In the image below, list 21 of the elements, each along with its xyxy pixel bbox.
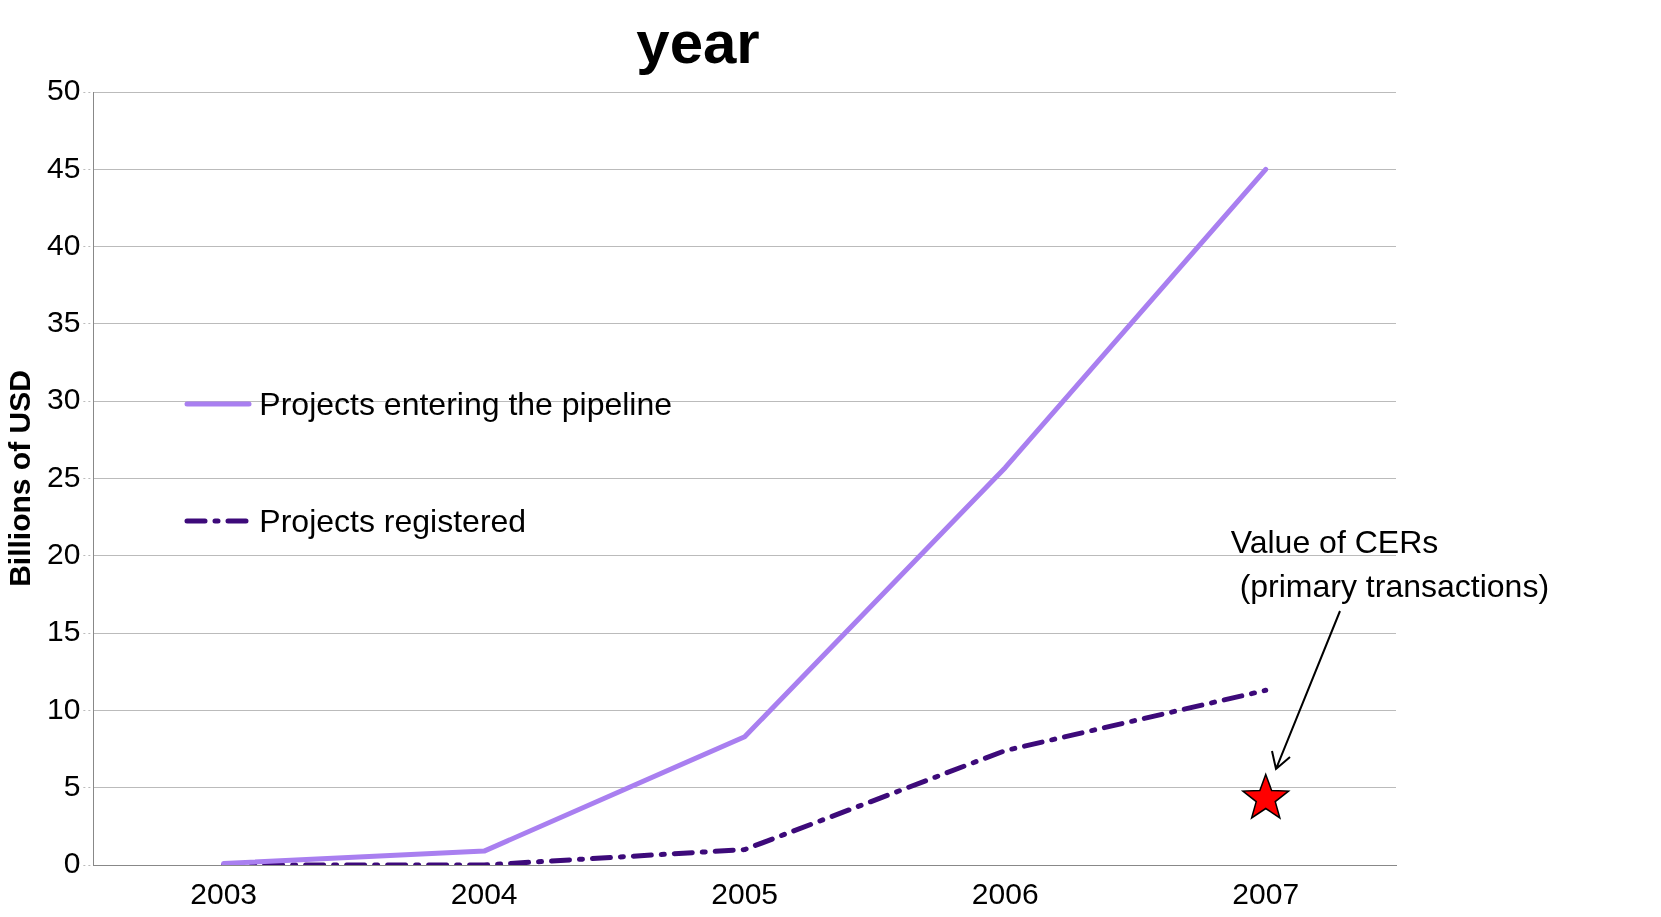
y-tick-label: 50 bbox=[46, 73, 81, 107]
y-tick-label: 30 bbox=[46, 382, 81, 416]
y-tick-label: 10 bbox=[46, 691, 81, 725]
y-tick-label: 45 bbox=[46, 150, 81, 184]
y-axis-title: Billions of USD bbox=[3, 370, 37, 587]
y-tick-label: 35 bbox=[46, 305, 81, 339]
y-tick-label: 15 bbox=[46, 614, 81, 648]
annotation: Value of CERs (primary transactions) bbox=[1230, 524, 1550, 605]
y-tick-label: 0 bbox=[63, 846, 81, 880]
legend-label: Projects registered bbox=[259, 502, 527, 540]
x-tick-label: 2004 bbox=[450, 877, 518, 911]
chart-title: year bbox=[636, 8, 760, 76]
y-tick-label: 20 bbox=[46, 537, 81, 571]
x-tick-label: 2006 bbox=[971, 877, 1039, 911]
x-tick-label: 2005 bbox=[711, 877, 779, 911]
x-tick-label: 2003 bbox=[190, 877, 258, 911]
y-tick-label: 40 bbox=[46, 227, 81, 261]
y-tick-label: 25 bbox=[46, 459, 81, 493]
legend-label: Projects entering the pipeline bbox=[259, 385, 673, 423]
y-tick-label: 5 bbox=[63, 768, 81, 802]
x-tick-label: 2007 bbox=[1232, 877, 1300, 911]
